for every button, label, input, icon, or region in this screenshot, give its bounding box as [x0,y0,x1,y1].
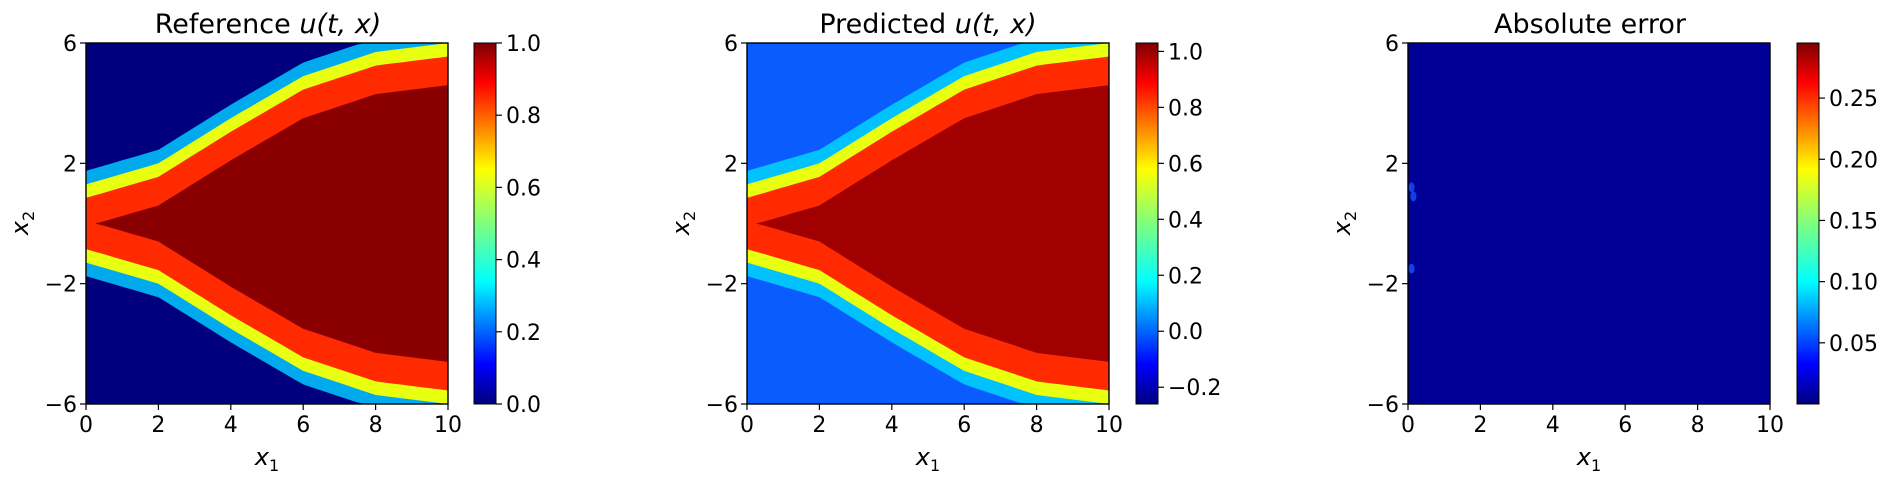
error-hotspot [1410,191,1417,202]
colorbar-tick-label: 1.0 [506,32,541,57]
colorbar-gradient [1135,42,1159,405]
colorbar-tick-label: 0.10 [1829,271,1878,296]
x-tick-label: 6 [296,413,310,438]
y-tick-label: 2 [724,152,738,177]
x-tick-label: 0 [740,413,754,438]
axes-frame [1407,42,1771,405]
colorbar-tick-label: 0.25 [1829,87,1878,112]
heatmap-image [86,43,448,404]
y-ticks: 6 2 −2 −6 [1367,32,1408,418]
x-tick-label: 2 [812,413,826,438]
y-tick-label: −2 [706,273,738,298]
x-tick-label: 0 [1401,413,1415,438]
colorbar: 0.25 0.20 0.15 0.10 0.05 [1796,42,1878,405]
colorbar-tick-label: 1.0 [1168,40,1203,65]
x-tick-label: 10 [1095,413,1123,438]
x-tick-label: 8 [1691,413,1705,438]
y-ticks: 6 2 −2 −6 [45,32,86,418]
y-axis-label: x2 [667,211,699,236]
x-axis-label: x1 [915,443,940,475]
x-axis-label: x1 [254,443,279,475]
colorbar-tick-label: 0.8 [506,104,541,129]
interior-region [86,85,448,362]
colorbar-tick-label: 0.6 [506,176,541,201]
panel-title: Reference u(t, x) [155,9,381,40]
colorbar-tick-label: 0.2 [1168,264,1203,289]
x-tick-label: 10 [1756,413,1784,438]
y-tick-label: 6 [724,32,738,57]
x-tick-label: 4 [885,413,899,438]
colorbar-gradient [473,42,497,405]
x-tick-label: 6 [957,413,971,438]
y-tick-label: 2 [1385,152,1399,177]
x-tick-label: 2 [1473,413,1487,438]
colorbar-tick-label: 0.8 [1168,96,1203,121]
colorbar-tick-label: 0.0 [1168,320,1203,345]
y-axis-label: x2 [1328,211,1360,236]
x-ticks: 0 2 4 6 8 10 [79,404,462,438]
y-tick-label: −2 [1367,273,1399,298]
panel-absolute-error: Absolute error 0 2 4 6 8 10 6 2 −2 −6 x1 x2 0.25… [1328,9,1878,475]
y-ticks: 6 2 −2 −6 [706,32,747,418]
colorbar: 1.0 0.8 0.6 0.4 0.2 0.0 −0.2 [1135,40,1221,405]
colorbar-tick-label: 0.6 [1168,152,1203,177]
y-tick-label: −6 [45,393,77,418]
y-tick-label: −6 [1367,393,1399,418]
panel-title: Absolute error [1494,9,1687,40]
colorbar-tick-label: 0.4 [506,249,541,274]
colorbar-tick-label: 0.2 [506,321,541,346]
error-hotspot [1408,263,1415,274]
y-tick-label: −2 [45,273,77,298]
y-tick-label: −6 [706,393,738,418]
x-ticks: 0 2 4 6 8 10 [740,404,1123,438]
x-tick-label: 6 [1618,413,1632,438]
colorbar-tick-label: −0.2 [1168,376,1221,401]
x-tick-label: 4 [1546,413,1560,438]
x-tick-label: 8 [369,413,383,438]
colorbar-ticks: 0.25 0.20 0.15 0.10 0.05 [1819,87,1878,357]
heatmap-image [1408,43,1770,404]
y-tick-label: 2 [63,152,77,177]
x-tick-label: 4 [224,413,238,438]
colorbar: 1.0 0.8 0.6 0.4 0.2 0.0 [473,32,541,418]
colorbar-tick-label: 0.05 [1829,332,1878,357]
x-tick-label: 2 [151,413,165,438]
colorbar-tick-label: 0.4 [1168,208,1203,233]
y-tick-label: 6 [63,32,77,57]
error-hotspots [1408,182,1417,274]
error-hotspot [1408,182,1415,193]
colorbar-gradient [1796,42,1820,405]
colorbar-tick-label: 0.15 [1829,209,1878,234]
axes-frame [746,42,1110,405]
x-axis-label: x1 [1576,443,1601,475]
x-tick-label: 8 [1030,413,1044,438]
panel-predicted: Predicted u(t, x) 0 2 4 6 8 10 6 2 −2 −6 x1 x2 1… [667,9,1221,475]
panel-title: Predicted u(t, x) [819,9,1036,40]
colorbar-ticks: 1.0 0.8 0.6 0.4 0.2 0.0 [496,32,541,418]
heatmap-background [1408,43,1770,404]
x-tick-label: 0 [79,413,93,438]
colorbar-ticks: 1.0 0.8 0.6 0.4 0.2 0.0 −0.2 [1158,40,1221,401]
y-axis-label: x2 [6,211,38,236]
colorbar-tick-label: 0.0 [506,393,541,418]
panel-reference: Reference u(t, x) 0 2 4 6 8 10 6 2 −2 −6 x1 x2 1… [6,9,541,475]
y-tick-label: 6 [1385,32,1399,57]
x-ticks: 0 2 4 6 8 10 [1401,404,1784,438]
x-tick-label: 10 [434,413,462,438]
interior-region [747,85,1109,362]
heatmap-image [747,43,1109,404]
colorbar-tick-label: 0.20 [1829,148,1878,173]
axes-frame [85,42,449,405]
